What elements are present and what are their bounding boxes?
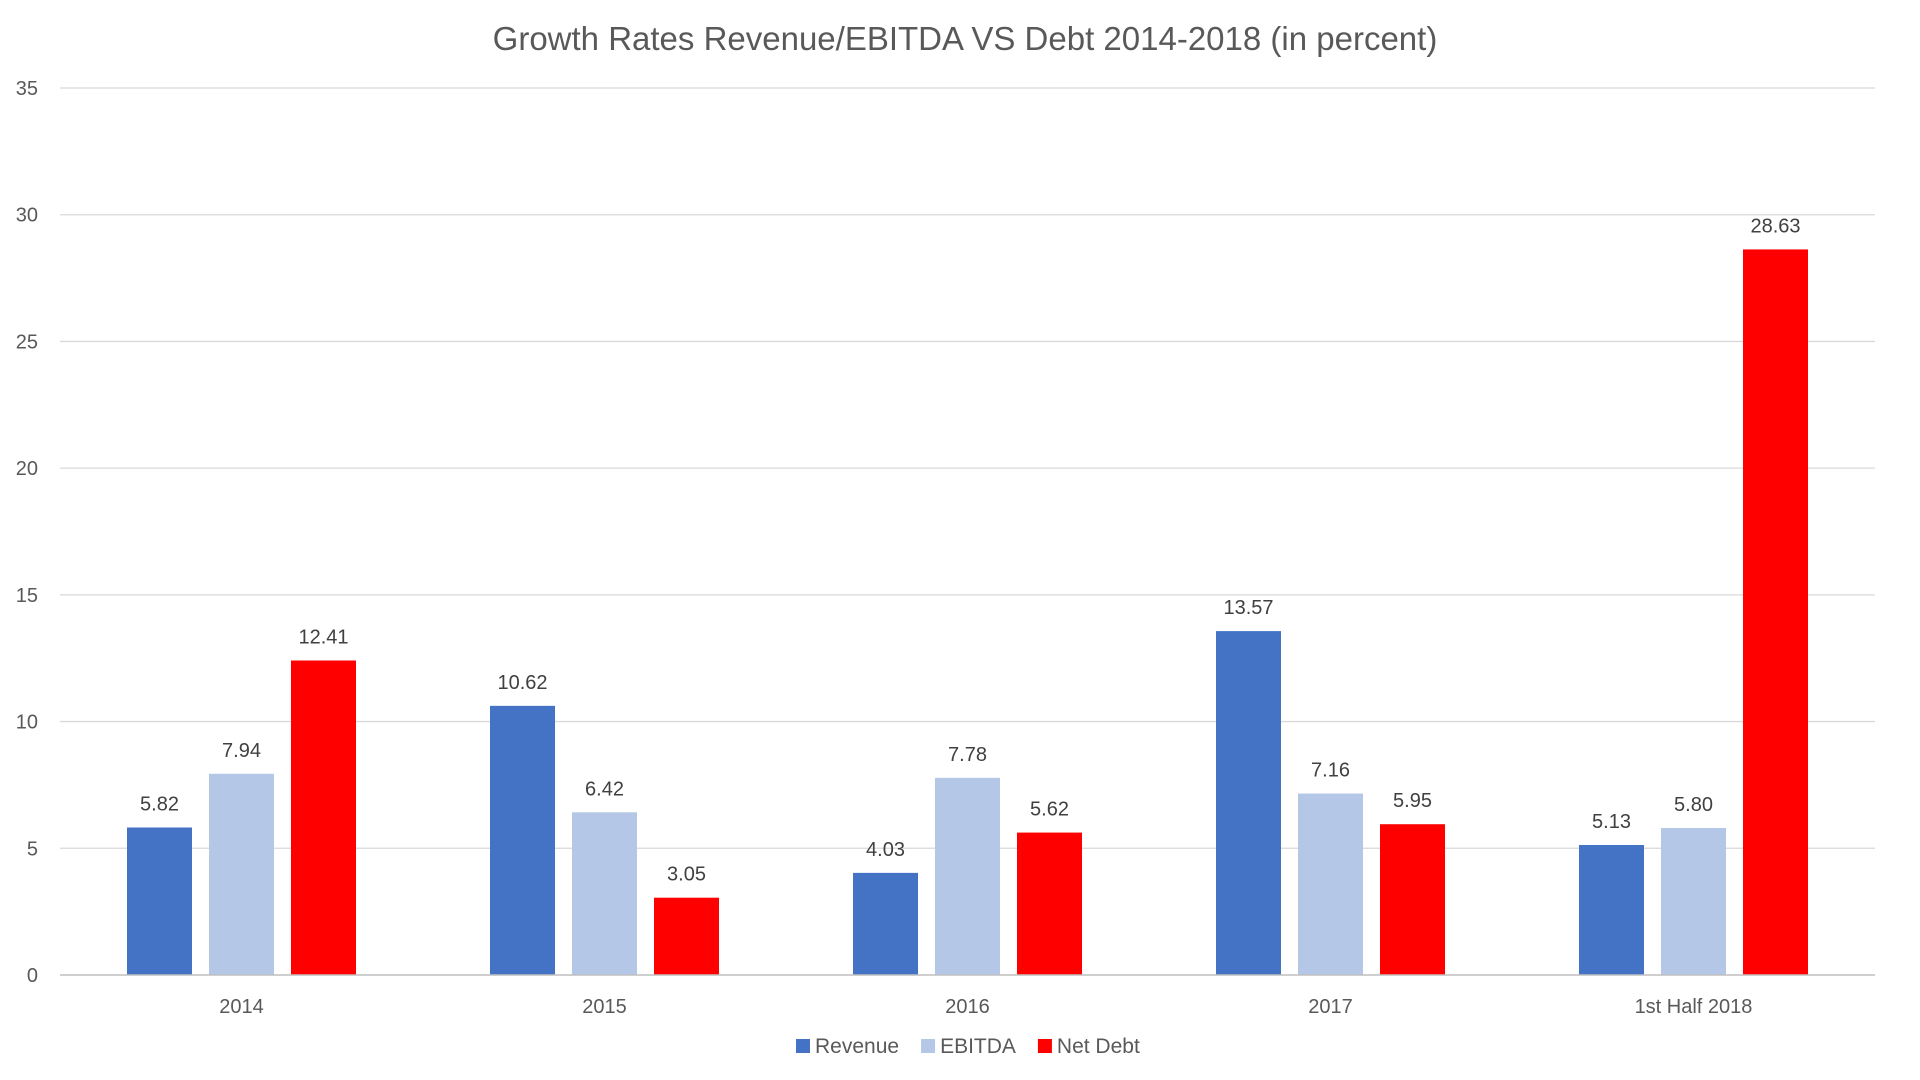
- bar-revenue-2014: [127, 827, 192, 975]
- bar-revenue-2015: [490, 705, 555, 975]
- y-tick-label: 5: [27, 838, 38, 860]
- bar-ebitda-2015: [572, 812, 637, 975]
- data-label: 5.62: [1030, 799, 1069, 821]
- bar-ebitda-2017: [1298, 793, 1363, 975]
- x-tick-label: 1st Half 2018: [1635, 996, 1753, 1018]
- x-tick-label: 2015: [582, 996, 627, 1018]
- x-tick-label: 2014: [219, 996, 264, 1018]
- bar-net-debt-2017: [1380, 824, 1445, 975]
- data-label: 7.16: [1311, 760, 1350, 782]
- bar-revenue-1st-half-2018: [1579, 844, 1644, 975]
- bar-net-debt-2014: [291, 660, 356, 975]
- legend: Revenue EBITDA Net Debt: [796, 1035, 1140, 1058]
- data-labels-layer: 5.82 7.94 12.41 10.62 6.42 3.05 4.03 7.78 5.62 13…: [140, 215, 1801, 885]
- data-label: 5.80: [1674, 794, 1713, 816]
- data-label: 7.94: [222, 740, 261, 762]
- axis-layer: 0 5 10 15 20 25 30 35 2014 2015 2016 2017 1st Half 2…: [16, 78, 1875, 1018]
- bar-ebitda-2016: [935, 777, 1000, 975]
- bars-layer: [127, 249, 1808, 975]
- grid-layer: [60, 87, 1875, 849]
- data-label: 5.95: [1393, 790, 1432, 812]
- data-label: 4.03: [866, 839, 905, 861]
- data-label: 5.13: [1592, 811, 1631, 833]
- y-tick-label: 0: [27, 965, 38, 987]
- y-tick-label: 30: [16, 205, 38, 227]
- y-tick-label: 20: [16, 458, 38, 480]
- data-label: 3.05: [667, 864, 706, 886]
- bar-net-debt-2015: [654, 897, 719, 975]
- bar-ebitda-2014: [209, 773, 274, 975]
- data-label: 10.62: [497, 672, 547, 694]
- bar-ebitda-1st-half-2018: [1661, 828, 1726, 975]
- legend-label: Revenue: [815, 1035, 899, 1058]
- data-label: 13.57: [1223, 597, 1273, 619]
- y-tick-label: 10: [16, 712, 38, 734]
- data-label: 12.41: [298, 626, 348, 648]
- legend-swatch-net-debt: [1037, 1039, 1052, 1053]
- y-tick-label: 25: [16, 331, 38, 353]
- bar-net-debt-1st-half-2018: [1743, 249, 1808, 975]
- data-label: 6.42: [585, 778, 624, 800]
- bar-net-debt-2016: [1017, 832, 1082, 975]
- legend-label: Net Debt: [1057, 1035, 1140, 1058]
- bar-revenue-2017: [1216, 631, 1281, 975]
- data-label: 5.82: [140, 794, 179, 816]
- legend-swatch-revenue: [796, 1039, 810, 1053]
- x-tick-label: 2017: [1308, 996, 1353, 1018]
- y-tick-label: 15: [16, 585, 38, 607]
- legend-label: EBITDA: [940, 1035, 1016, 1058]
- data-label: 28.63: [1750, 215, 1800, 237]
- y-tick-label: 35: [16, 78, 38, 100]
- data-label: 7.78: [948, 744, 987, 766]
- bar-revenue-2016: [853, 872, 918, 975]
- chart-title: Growth Rates Revenue/EBITDA VS Debt 2014…: [493, 20, 1438, 57]
- legend-swatch-ebitda: [921, 1039, 936, 1053]
- x-tick-label: 2016: [945, 996, 990, 1018]
